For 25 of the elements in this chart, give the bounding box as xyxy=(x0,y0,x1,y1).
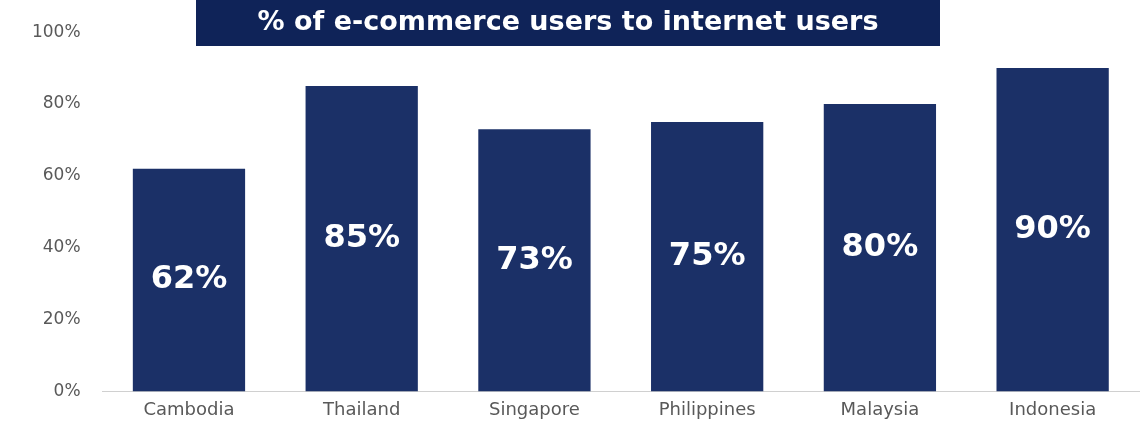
x-tick-label: Thailand xyxy=(322,397,401,419)
bar xyxy=(478,129,591,392)
y-tick-label: 40% xyxy=(42,236,81,257)
data-label: 62% xyxy=(150,258,228,297)
x-tick-label: Singapore xyxy=(489,397,580,419)
y-tick-label: 100% xyxy=(31,20,81,41)
data-label: 75% xyxy=(668,235,746,274)
data-label: 85% xyxy=(323,217,400,256)
bar xyxy=(132,168,246,392)
x-tick-label: Philippines xyxy=(658,397,756,419)
bar xyxy=(651,122,764,392)
x-tick-label: Indonesia xyxy=(1009,397,1097,419)
data-label: 90% xyxy=(1014,208,1091,247)
bar xyxy=(823,104,937,392)
y-tick-label: 60% xyxy=(42,164,81,185)
title-banner: % of e-commerce users to internet users xyxy=(196,0,940,46)
bar xyxy=(996,68,1109,392)
x-tick-label: Malaysia xyxy=(840,397,920,419)
y-tick-label: 80% xyxy=(42,92,81,113)
data-label: 80% xyxy=(841,226,919,265)
x-tick-label: Cambodia xyxy=(143,397,235,419)
data-label: 73% xyxy=(496,238,573,277)
bar xyxy=(305,86,418,392)
y-tick-label: 0% xyxy=(53,379,81,400)
y-tick-label: 20% xyxy=(42,307,81,328)
